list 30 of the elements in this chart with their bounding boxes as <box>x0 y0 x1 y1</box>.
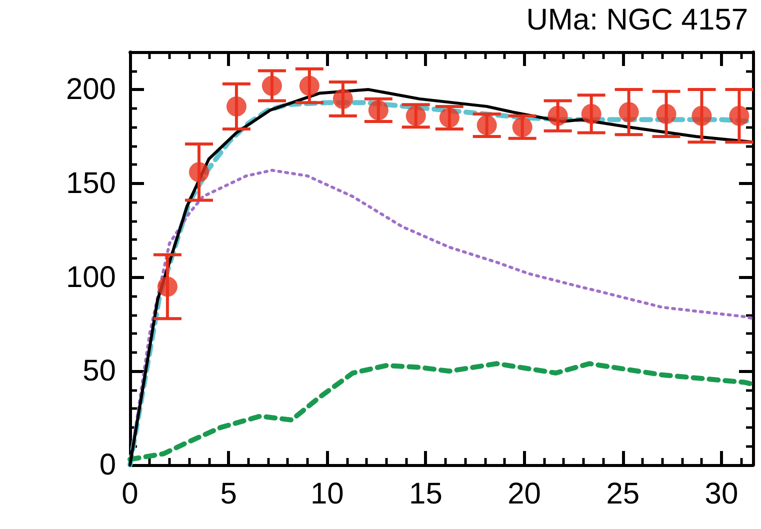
point <box>656 104 676 124</box>
x-tick-label: 0 <box>122 478 138 510</box>
x-tick-label: 30 <box>704 478 738 510</box>
point <box>692 106 712 126</box>
point <box>548 106 568 126</box>
y-tick-label: 100 <box>66 260 116 294</box>
point <box>332 88 353 109</box>
point <box>226 96 246 116</box>
x-tick-label: 15 <box>409 478 442 510</box>
point <box>299 76 320 96</box>
y-tick-label: 0 <box>99 448 116 482</box>
point <box>189 162 210 182</box>
chart-title: UMa: NGC 4157 <box>526 4 748 36</box>
point <box>439 108 460 128</box>
point <box>581 104 602 124</box>
x-tick-label: 10 <box>310 478 344 510</box>
x-tick-label: 20 <box>508 478 541 510</box>
point <box>368 100 388 120</box>
point <box>406 106 426 126</box>
point <box>618 102 639 122</box>
point <box>157 276 178 297</box>
point <box>729 106 750 126</box>
point <box>476 115 497 136</box>
y-tick-label: 200 <box>66 73 116 106</box>
point <box>262 76 282 96</box>
x-tick-label: 25 <box>606 478 640 510</box>
y-tick-label: 150 <box>66 166 116 200</box>
x-tick-label: 5 <box>220 478 237 510</box>
y-tick-label: 50 <box>82 354 116 388</box>
point <box>512 117 532 138</box>
